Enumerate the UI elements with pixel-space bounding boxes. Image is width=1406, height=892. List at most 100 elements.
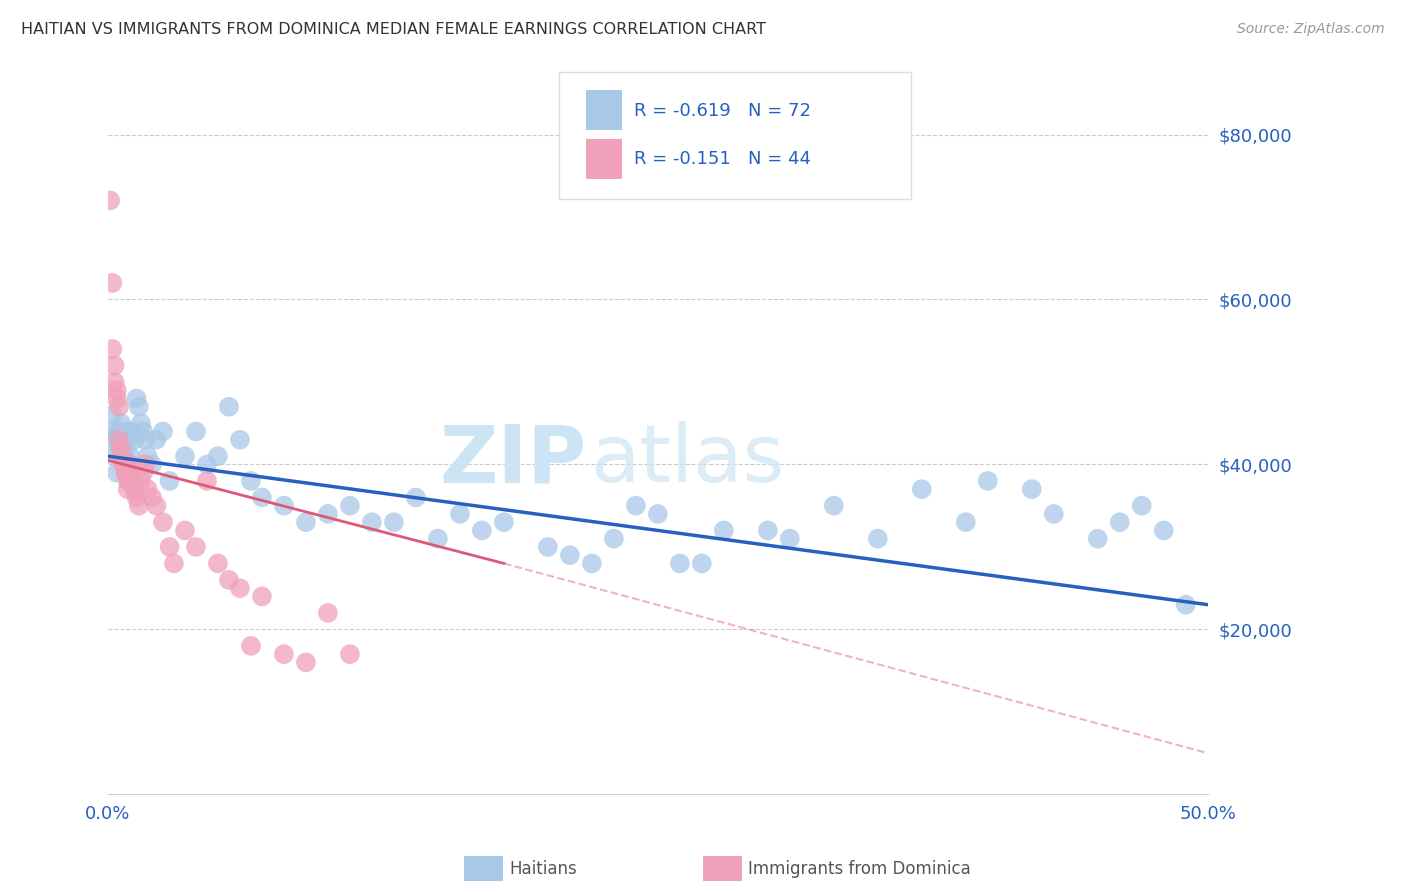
Point — [98, 194, 121, 208]
Text: R = -0.619   N = 72: R = -0.619 N = 72 — [634, 102, 811, 120]
Point — [128, 400, 150, 414]
Point — [145, 433, 167, 447]
Point — [977, 474, 1000, 488]
Text: Immigrants from Dominica: Immigrants from Dominica — [748, 860, 970, 878]
Point — [218, 573, 240, 587]
Point — [361, 515, 384, 529]
Point — [823, 499, 845, 513]
Point — [136, 482, 159, 496]
Point — [114, 441, 136, 455]
Point — [141, 458, 163, 472]
Point — [134, 458, 156, 472]
Point — [124, 482, 146, 496]
Point — [669, 557, 692, 571]
Point — [125, 491, 148, 505]
Point — [129, 474, 152, 488]
Point — [112, 449, 135, 463]
Point — [866, 532, 889, 546]
Point — [136, 449, 159, 463]
Point — [108, 400, 131, 414]
Point — [195, 458, 218, 472]
Point — [98, 433, 121, 447]
Point — [1174, 598, 1197, 612]
Point — [108, 433, 131, 447]
Point — [124, 433, 146, 447]
Point — [603, 532, 626, 546]
Point — [163, 557, 186, 571]
Point — [713, 524, 735, 538]
Point — [105, 466, 128, 480]
Text: HAITIAN VS IMMIGRANTS FROM DOMINICA MEDIAN FEMALE EARNINGS CORRELATION CHART: HAITIAN VS IMMIGRANTS FROM DOMINICA MEDI… — [21, 22, 766, 37]
Point — [239, 474, 262, 488]
Point — [295, 515, 318, 529]
Point — [207, 449, 229, 463]
Point — [118, 458, 141, 472]
Point — [911, 482, 934, 496]
Point — [295, 656, 318, 670]
Point — [426, 532, 449, 546]
Point — [110, 433, 132, 447]
Point — [250, 590, 273, 604]
Point — [105, 433, 128, 447]
Point — [121, 466, 143, 480]
Point — [955, 515, 977, 529]
Point — [624, 499, 647, 513]
Point — [159, 540, 181, 554]
Point — [779, 532, 801, 546]
Point — [195, 474, 218, 488]
Point — [250, 491, 273, 505]
Point — [110, 416, 132, 430]
Point — [117, 425, 139, 439]
Point — [145, 499, 167, 513]
Point — [229, 581, 252, 595]
Point — [1042, 507, 1064, 521]
Point — [1130, 499, 1153, 513]
Point — [108, 441, 131, 455]
Point — [134, 433, 156, 447]
Point — [114, 466, 136, 480]
Point — [103, 375, 125, 389]
Point — [101, 408, 124, 422]
Point — [132, 425, 155, 439]
Point — [184, 425, 207, 439]
Point — [118, 458, 141, 472]
Point — [159, 474, 181, 488]
Point — [492, 515, 515, 529]
Point — [125, 392, 148, 406]
Point — [103, 359, 125, 373]
Point — [112, 458, 135, 472]
Point — [129, 416, 152, 430]
Point — [118, 449, 141, 463]
Text: Source: ZipAtlas.com: Source: ZipAtlas.com — [1237, 22, 1385, 37]
Point — [273, 499, 295, 513]
Point — [141, 491, 163, 505]
Point — [471, 524, 494, 538]
Point — [110, 441, 132, 455]
Point — [1021, 482, 1043, 496]
Point — [1087, 532, 1109, 546]
Point — [184, 540, 207, 554]
Point — [105, 392, 128, 406]
Point — [174, 449, 197, 463]
Point — [103, 425, 125, 439]
Point — [101, 342, 124, 356]
Point — [117, 433, 139, 447]
Point — [690, 557, 713, 571]
Point — [105, 383, 128, 397]
FancyBboxPatch shape — [558, 72, 911, 199]
Point — [339, 499, 361, 513]
Point — [114, 458, 136, 472]
Point — [112, 433, 135, 447]
Point — [229, 433, 252, 447]
Point — [239, 639, 262, 653]
Text: ZIP: ZIP — [439, 422, 586, 500]
FancyBboxPatch shape — [586, 139, 621, 179]
Text: atlas: atlas — [589, 422, 785, 500]
Text: Haitians: Haitians — [509, 860, 576, 878]
Point — [382, 515, 405, 529]
Point — [112, 458, 135, 472]
Point — [128, 499, 150, 513]
Point — [152, 425, 174, 439]
Point — [316, 606, 339, 620]
Point — [118, 474, 141, 488]
